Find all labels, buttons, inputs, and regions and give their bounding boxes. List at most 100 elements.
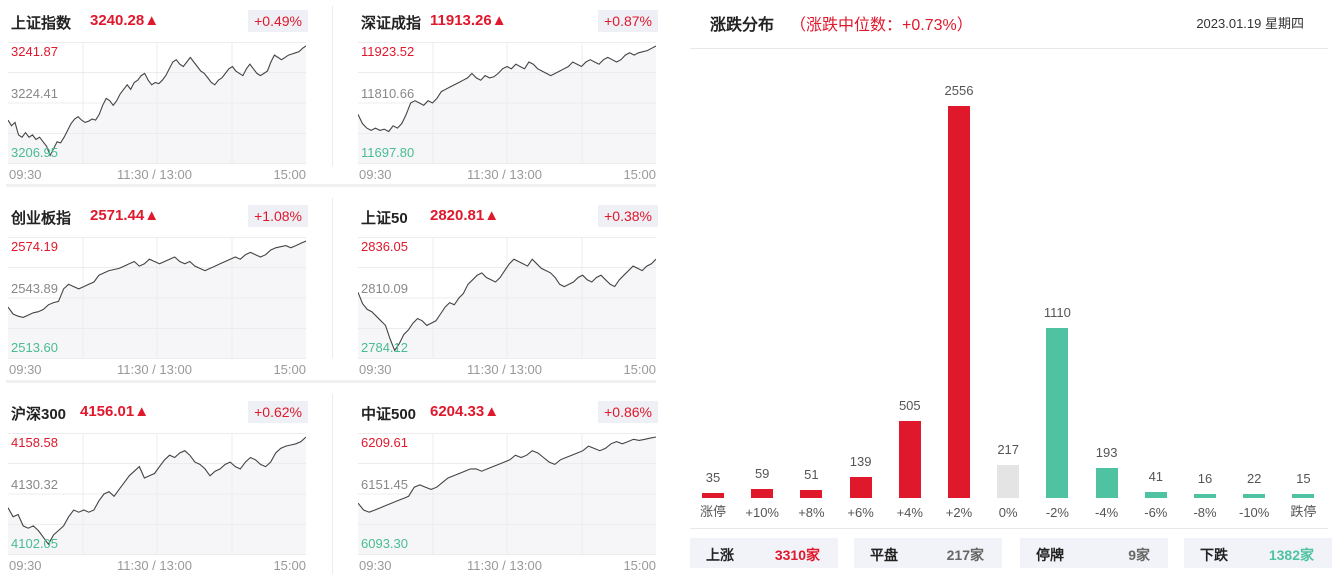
- intraday-line-chart: [8, 237, 306, 359]
- axis-mid-label: 11810.66: [361, 86, 415, 101]
- distribution-bar[interactable]: [1095, 468, 1118, 498]
- distribution-bar-group[interactable]: 139 +6%: [838, 60, 887, 528]
- distribution-bar-group[interactable]: 35 涨停: [690, 60, 739, 528]
- stat-flat: 平盘 217家: [854, 538, 1002, 568]
- stat-label: 上涨: [706, 547, 734, 563]
- intraday-line-chart: [8, 433, 306, 555]
- distribution-bar-group[interactable]: 193 -4%: [1084, 60, 1133, 528]
- time-axis: 09:30 11:30 / 13:00 15:00: [8, 167, 306, 185]
- index-change-badge: +0.87%: [598, 10, 658, 32]
- bar-value-label: 51: [804, 467, 819, 482]
- intraday-chart: 4158.58 4130.32 4102.05: [8, 433, 306, 555]
- bar-category-label: -4%: [1095, 505, 1119, 520]
- stat-down: 下跌 1382家: [1184, 538, 1332, 568]
- bar-category-label: 涨停: [699, 504, 726, 519]
- bar-category-label: +2%: [945, 505, 973, 520]
- index-price: 11913.26▲: [430, 12, 507, 29]
- distribution-bar-group[interactable]: 41 -6%: [1133, 60, 1182, 528]
- distribution-bar-group[interactable]: 51 +8%: [788, 60, 837, 528]
- stat-suspended: 停牌 9家: [1020, 538, 1168, 568]
- distribution-bar[interactable]: [1144, 492, 1167, 498]
- index-name: 创业板指: [11, 210, 72, 227]
- distribution-bar[interactable]: [1194, 494, 1216, 498]
- stat-value: 217家: [946, 547, 984, 563]
- distribution-bar[interactable]: [702, 493, 724, 498]
- distribution-bar[interactable]: [751, 489, 774, 498]
- distribution-bar-group[interactable]: 217 0%: [985, 60, 1034, 528]
- time-close-label: 15:00: [623, 558, 656, 573]
- time-open-label: 09:30: [359, 558, 392, 573]
- index-header: 创业板指 2571.44▲ +1.08%: [8, 201, 308, 231]
- index-price: 3240.28▲: [90, 12, 160, 29]
- bar-value-label: 139: [849, 454, 872, 469]
- bar-value-label: 16: [1197, 471, 1213, 486]
- distribution-bar-group[interactable]: 2556 +2%: [936, 60, 985, 528]
- bar-value-label: 15: [1296, 471, 1311, 486]
- time-midday-label: 11:30 / 13:00: [467, 362, 542, 377]
- time-midday-label: 11:30 / 13:00: [117, 362, 192, 377]
- bar-category-label: +4%: [896, 505, 923, 520]
- time-axis: 09:30 11:30 / 13:00 15:00: [358, 167, 656, 185]
- bar-category-label: -10%: [1239, 505, 1270, 520]
- distribution-bar[interactable]: [1046, 328, 1069, 498]
- distribution-bar[interactable]: [898, 421, 921, 498]
- intraday-chart: 2836.05 2810.09 2784.12: [358, 237, 656, 359]
- header-divider: [690, 48, 1328, 49]
- index-card[interactable]: 上证50 2820.81▲ +0.38% 28: [358, 201, 658, 381]
- distribution-bar[interactable]: [800, 490, 823, 498]
- intraday-line-chart: [358, 433, 656, 555]
- intraday-chart: 6209.61 6151.45 6093.30: [358, 433, 656, 555]
- time-open-label: 09:30: [9, 362, 42, 377]
- intraday-chart: 3241.87 3224.41 3206.95: [8, 42, 306, 164]
- index-name: 中证500: [361, 406, 417, 423]
- time-axis: 09:30 11:30 / 13:00 15:00: [358, 362, 656, 380]
- time-open-label: 09:30: [9, 167, 42, 182]
- index-change-badge: +0.49%: [248, 10, 308, 32]
- index-panel: 上证指数 3240.28▲ +0.49% 32: [0, 0, 664, 580]
- axis-mid-label: 6151.45: [361, 477, 408, 492]
- date-label: 2023.01.19 星期四: [1196, 16, 1304, 31]
- bar-category-label: +8%: [798, 505, 825, 520]
- axis-low-label: 2784.12: [361, 340, 408, 355]
- column-divider: [332, 394, 333, 574]
- axis-low-label: 4102.05: [11, 536, 58, 551]
- stat-label: 停牌: [1036, 547, 1064, 563]
- axis-high-label: 3241.87: [11, 44, 58, 59]
- distribution-bar[interactable]: [1292, 494, 1315, 498]
- bar-category-label: -8%: [1193, 505, 1217, 520]
- index-name: 上证50: [361, 210, 408, 227]
- index-card[interactable]: 上证指数 3240.28▲ +0.49% 32: [8, 6, 308, 186]
- index-header: 上证指数 3240.28▲ +0.49%: [8, 6, 308, 36]
- distribution-bar[interactable]: [849, 477, 872, 498]
- bar-category-label: -6%: [1144, 505, 1168, 520]
- distribution-bar-group[interactable]: 505 +4%: [887, 60, 936, 528]
- distribution-bar-group[interactable]: 15 跌停: [1280, 60, 1329, 528]
- index-name: 上证指数: [11, 15, 72, 32]
- axis-low-label: 11697.80: [361, 145, 415, 160]
- distribution-bar[interactable]: [1243, 494, 1266, 498]
- distribution-bar-group[interactable]: 22 -10%: [1231, 60, 1280, 528]
- index-card[interactable]: 创业板指 2571.44▲ +1.08% 25: [8, 201, 308, 381]
- index-change-badge: +0.38%: [598, 205, 658, 227]
- axis-mid-label: 4130.32: [11, 477, 58, 492]
- time-open-label: 09:30: [359, 362, 392, 377]
- bar-category-label: -2%: [1045, 505, 1069, 520]
- distribution-bar-group[interactable]: 16 -8%: [1182, 60, 1231, 528]
- distribution-bar-group[interactable]: 59 +10%: [739, 60, 788, 528]
- time-axis: 09:30 11:30 / 13:00 15:00: [358, 558, 656, 576]
- stat-label: 平盘: [870, 547, 898, 563]
- distribution-bar[interactable]: [997, 465, 1020, 498]
- index-card[interactable]: 中证500 6204.33▲ +0.86% 6: [358, 397, 658, 577]
- axis-high-label: 6209.61: [361, 435, 408, 450]
- axis-high-label: 2574.19: [11, 239, 58, 254]
- index-card[interactable]: 沪深300 4156.01▲ +0.62% 4: [8, 397, 308, 577]
- index-header: 深证成指 11913.26▲ +0.87%: [358, 6, 658, 36]
- distribution-bar[interactable]: [948, 106, 970, 498]
- index-card[interactable]: 深证成指 11913.26▲ +0.87% 1: [358, 6, 658, 186]
- intraday-line-chart: [358, 237, 656, 359]
- index-change-badge: +1.08%: [248, 205, 308, 227]
- distribution-bar-group[interactable]: 1110 -2%: [1034, 60, 1083, 528]
- index-change-badge: +0.86%: [598, 401, 658, 423]
- time-midday-label: 11:30 / 13:00: [117, 558, 192, 573]
- axis-mid-label: 3224.41: [11, 86, 58, 101]
